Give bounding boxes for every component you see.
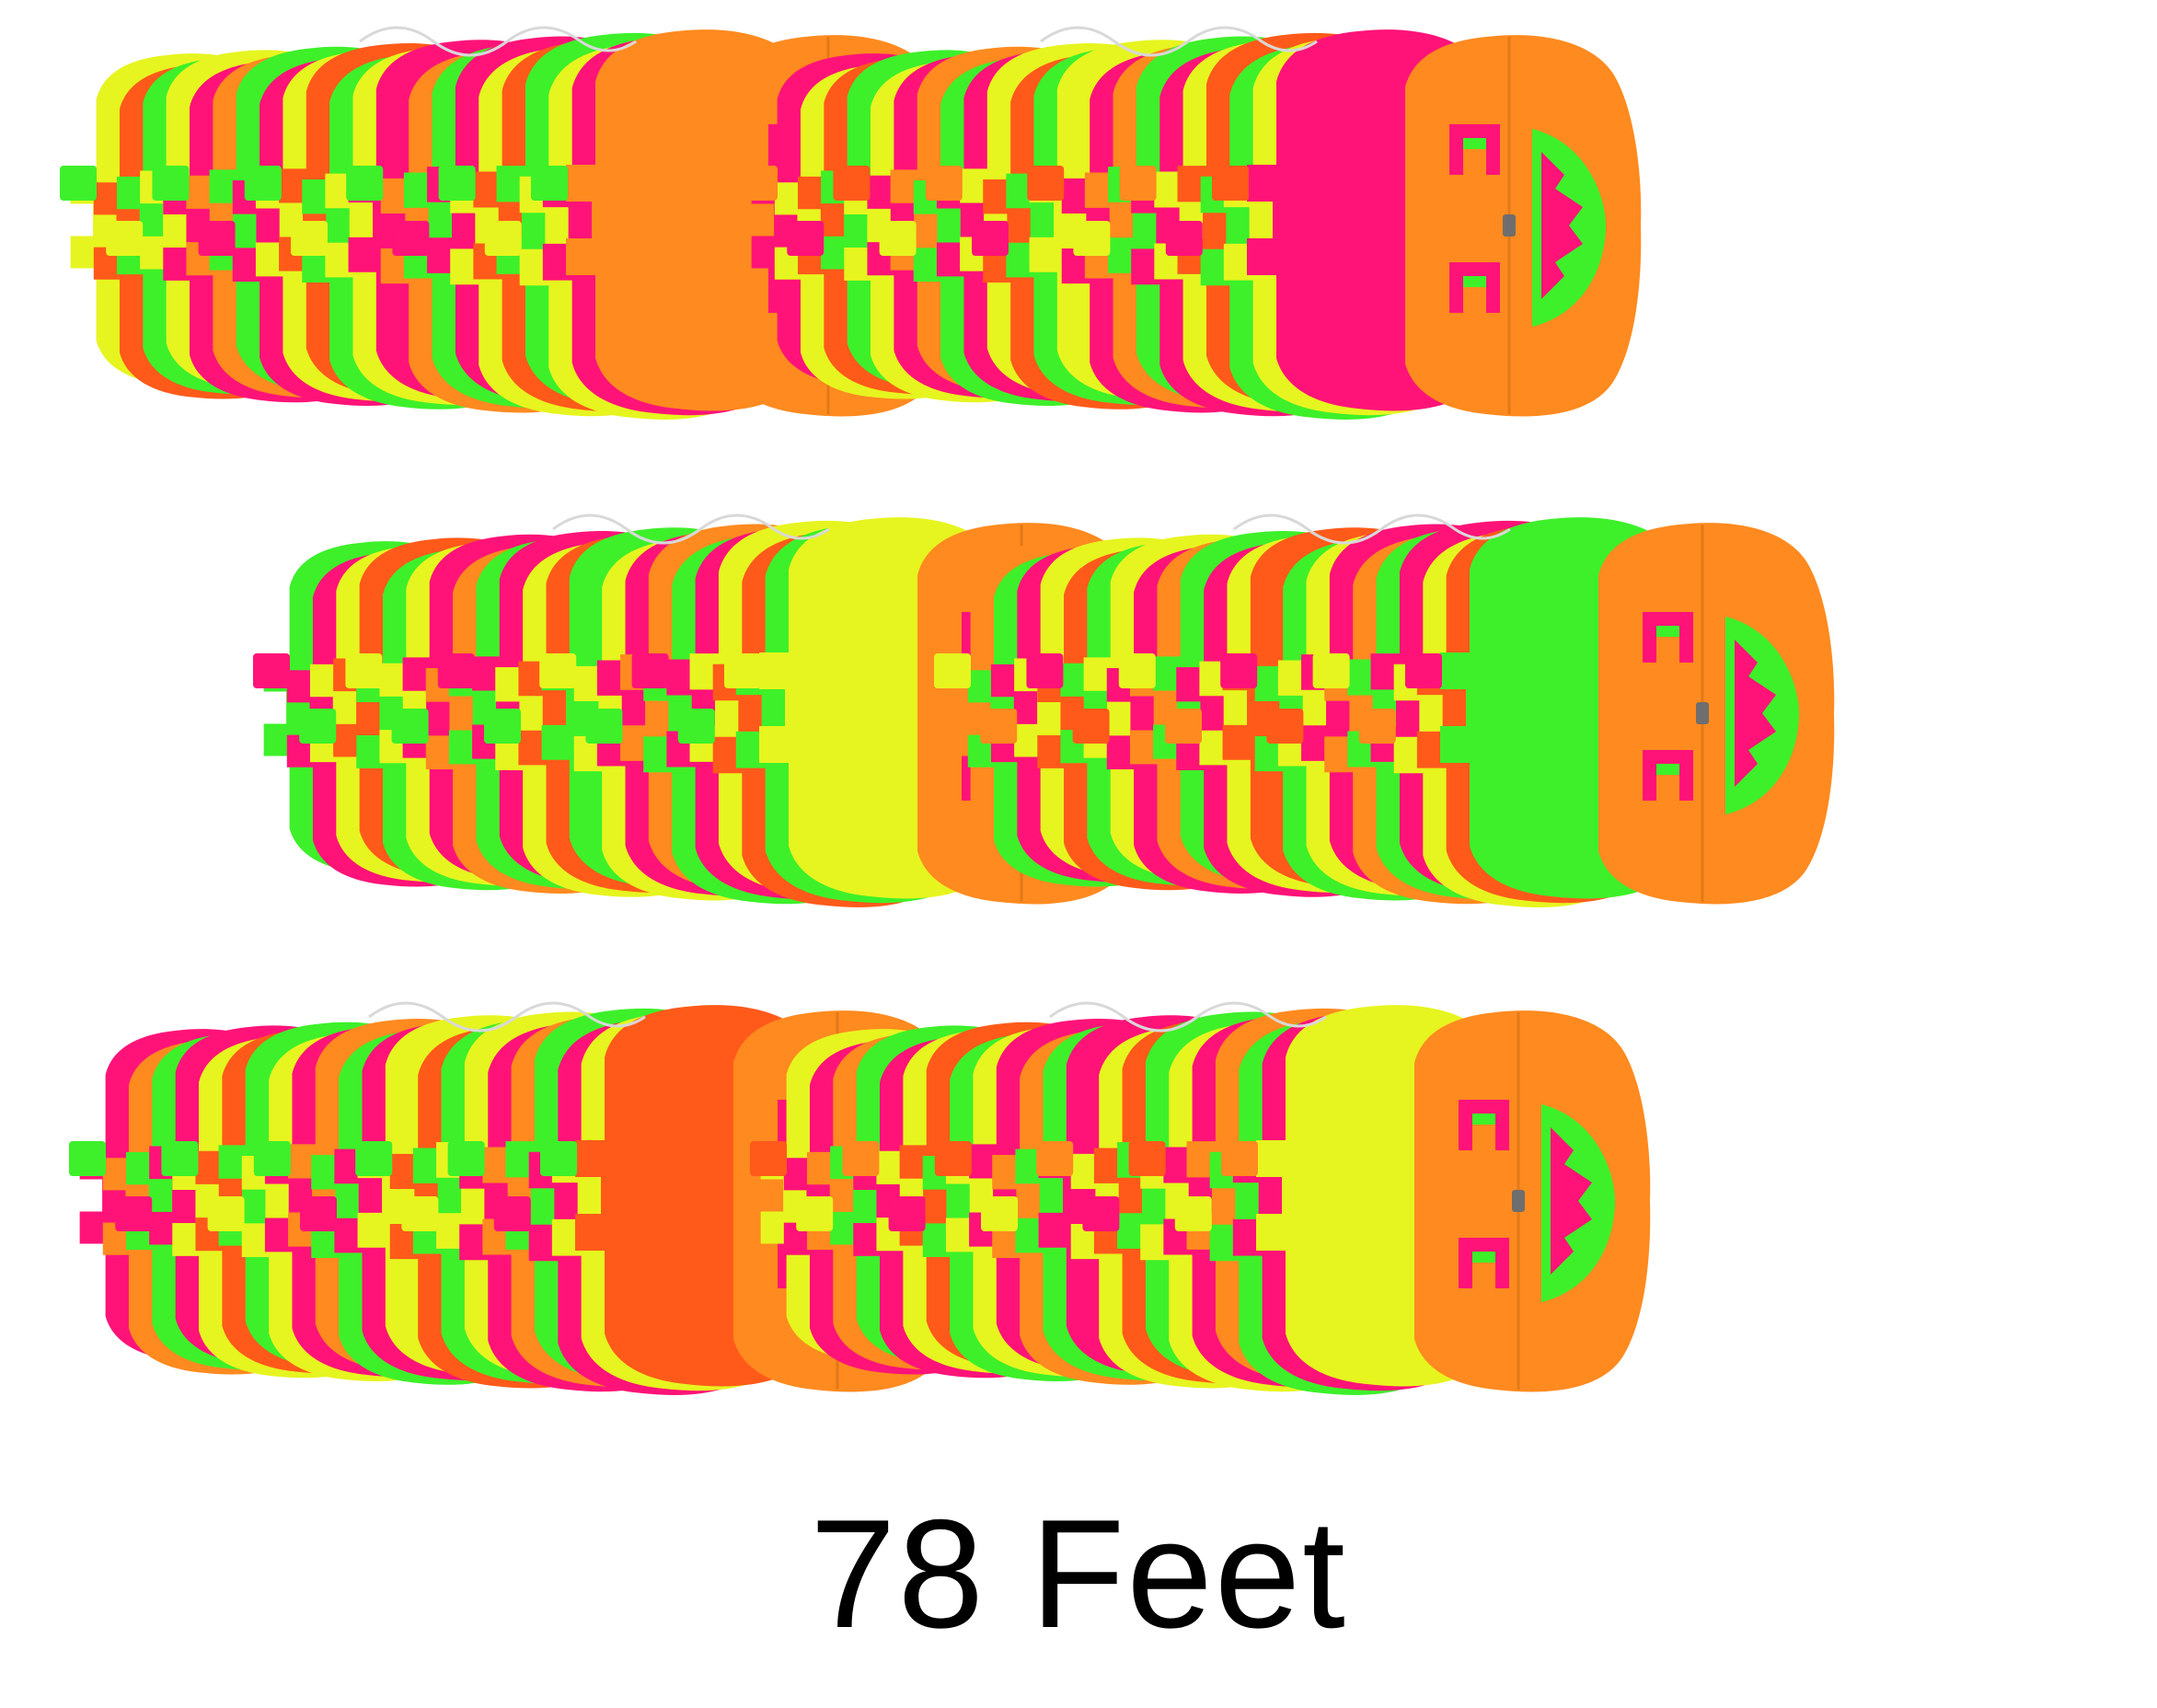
pumpkin-stem-tab — [925, 166, 963, 201]
pumpkin-stem-tab — [879, 221, 917, 256]
pumpkin-stem-tab — [1165, 221, 1203, 256]
pumpkin-stem-tab — [787, 221, 825, 256]
pumpkin-stem-tab — [1119, 166, 1157, 201]
pumpkin-stem-tab — [60, 166, 97, 201]
pumpkin-stem-tab — [253, 653, 290, 688]
pumpkin-stem-tab — [1026, 653, 1064, 688]
pumpkin-stem-tab — [346, 166, 384, 201]
pumpkin-stem-tab — [106, 221, 144, 256]
pumpkin-stem-tab — [152, 166, 190, 201]
pumpkin-stem-tab — [1212, 166, 1249, 201]
garland-stack-1 — [60, 26, 962, 420]
pumpkin-stem-tab — [300, 1196, 337, 1231]
pumpkin-stem-tab — [447, 1141, 485, 1176]
pumpkin-stem-tab — [438, 166, 476, 201]
pumpkin-stem-tab — [1165, 709, 1202, 744]
pumpkin-stem-tab — [677, 709, 715, 744]
pumpkin-stem-tab — [1027, 166, 1065, 201]
pumpkin-stem-tab — [244, 166, 282, 201]
pumpkin-stem-tab — [69, 1141, 106, 1176]
pumpkin-stem-tab — [437, 653, 475, 688]
garland-stack-6 — [750, 1001, 1652, 1395]
garland-string — [1049, 1001, 1327, 1033]
garland-stack-3 — [253, 514, 1155, 907]
pumpkin-stem-tab — [888, 1196, 926, 1231]
pumpkin-stem-tab — [207, 1196, 245, 1231]
pumpkin-stem-tab — [1073, 221, 1111, 256]
pumpkin-stem-tab — [115, 1196, 153, 1231]
pumpkin-stem-tab — [1266, 709, 1304, 744]
pumpkin-stem-tab — [796, 1196, 834, 1231]
garland-stack-2 — [741, 26, 1643, 420]
pumpkin-stem-tab — [750, 1141, 787, 1176]
pumpkin-stem-tab — [1174, 1196, 1212, 1231]
pumpkin-stem-tab — [631, 653, 669, 688]
pumpkin-stem-tab — [540, 1141, 577, 1176]
pumpkin-stem-tab — [724, 653, 761, 688]
pumpkin-stem-tab — [1036, 1141, 1074, 1176]
pumpkin-stem-tab — [842, 1141, 880, 1176]
pumpkin-stem-tab — [355, 1141, 393, 1176]
pumpkin-stem-tab — [484, 221, 522, 256]
length-caption: 78 Feet — [810, 1487, 1347, 1660]
pumpkin-stem-tab — [484, 709, 521, 744]
pumpkin-stem-tab — [934, 653, 971, 688]
pumpkin-stem-tab — [392, 221, 430, 256]
pumpkin-stem-tab — [972, 221, 1009, 256]
pumpkin-stem-tab — [401, 1196, 439, 1231]
pumpkin-stem-tab — [833, 166, 871, 201]
pumpkin-stem-tab — [1312, 653, 1350, 688]
garland-stack-5 — [69, 1001, 971, 1395]
garland-stack-4 — [934, 514, 1836, 907]
pumpkin-stem-tab — [1220, 653, 1258, 688]
front-pumpkin-face — [1403, 33, 1643, 418]
garland-string — [1233, 514, 1511, 545]
garland-string — [552, 514, 830, 545]
pumpkin-stem-tab — [1118, 653, 1156, 688]
front-pumpkin-face — [1413, 1009, 1652, 1393]
pumpkin-stem-tab — [299, 709, 337, 744]
pumpkin-stem-tab — [253, 1141, 291, 1176]
pumpkin-stem-tab — [1082, 1196, 1120, 1231]
pumpkin-stem-tab — [531, 166, 568, 201]
pumpkin-stem-tab — [345, 653, 383, 688]
garland-string — [1040, 26, 1318, 57]
pumpkin-stem-tab — [291, 221, 328, 256]
pumpkin-stem-tab — [1128, 1141, 1166, 1176]
pumpkin-stem-tab — [741, 166, 778, 201]
pumpkin-stem-tab — [1405, 653, 1442, 688]
pumpkin-stem-tab — [1221, 1141, 1258, 1176]
pumpkin-stem-tab — [980, 709, 1018, 744]
front-pumpkin-face — [1597, 521, 1836, 906]
pumpkin-stem-tab — [1358, 709, 1396, 744]
garland-string — [368, 1001, 646, 1033]
pumpkin-stem-tab — [934, 1141, 972, 1176]
pumpkin-stem-tab — [493, 1196, 531, 1231]
pumpkin-stem-tab — [585, 709, 623, 744]
pumpkin-stem-tab — [539, 653, 577, 688]
pumpkin-stem-tab — [981, 1196, 1018, 1231]
pumpkin-stem-tab — [1072, 709, 1110, 744]
pumpkin-stem-tab — [391, 709, 429, 744]
pumpkin-stem-tab — [198, 221, 236, 256]
garland-string — [359, 26, 637, 57]
pumpkin-stem-tab — [161, 1141, 199, 1176]
